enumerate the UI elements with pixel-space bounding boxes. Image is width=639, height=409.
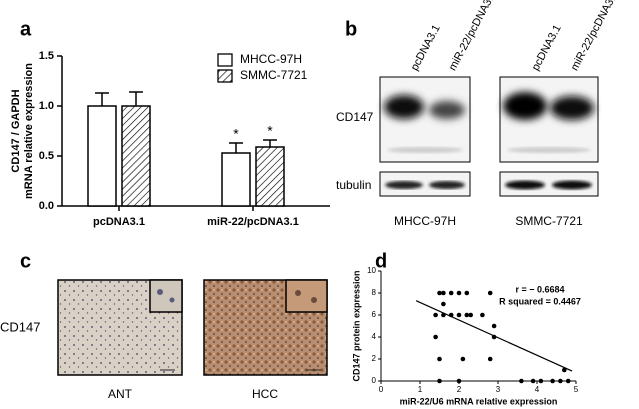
y-tick-label: 0.5 (39, 150, 54, 162)
lane-label: pcDNA3.1 (409, 23, 443, 73)
point (519, 378, 524, 384)
x-tick-label: pcDNA3.1 (93, 216, 145, 228)
lane-label: miR-22/pcDNA3.1 (447, 0, 499, 73)
y-axis-label: CD147 protein expression (351, 270, 361, 381)
image-label: HCC (252, 387, 278, 401)
x-tick-label: miR-22/pcDNA3.1 (207, 216, 299, 228)
point (558, 378, 563, 384)
point (565, 378, 571, 384)
point (530, 378, 536, 384)
point (433, 334, 438, 340)
y-tick-label: 4 (372, 332, 377, 341)
point (437, 378, 442, 384)
legend-label: SMMC-7721 (240, 68, 308, 82)
lane-label: pcDNA3.1 (530, 23, 564, 73)
x-tick-label: 2 (457, 385, 462, 394)
x-axis-label: miR-22/U6 mRNA relative expression (400, 396, 558, 406)
y-tick-label: 1.5 (39, 50, 54, 62)
micrograph (203, 279, 328, 376)
row-label: CD147 (0, 319, 40, 334)
point (448, 290, 454, 296)
annotation: R squared = 0.4467 (499, 296, 581, 306)
point (456, 290, 462, 296)
y-tick-label: 0.0 (39, 200, 54, 212)
panel-label: d (375, 250, 387, 272)
point (456, 378, 462, 384)
row-label: CD147 (336, 110, 374, 124)
panel-label: a (20, 18, 32, 40)
annotation: r = − 0.6684 (515, 284, 564, 294)
x-tick-label: 4 (535, 385, 540, 394)
lane-label: miR-22/pcDNA3.1 (569, 0, 621, 73)
x-tick-label: 1 (418, 385, 423, 394)
group-label: SMMC-7721 (515, 214, 583, 228)
image-label: ANT (108, 387, 133, 401)
group-label: MHCC-97H (394, 214, 456, 228)
y-tick-label: 1.0 (39, 100, 54, 112)
bar (221, 152, 251, 207)
point (464, 312, 470, 318)
significance: * (267, 123, 273, 139)
point (460, 356, 466, 362)
panel-label: c (20, 250, 31, 272)
y-tick-label: 10 (367, 266, 376, 275)
x-tick-label: 0 (379, 385, 384, 394)
y-tick-label: 6 (372, 310, 377, 319)
y-axis-label: CD147 / GAPDH (10, 89, 22, 172)
point (550, 378, 555, 384)
x-tick-label: 3 (496, 385, 501, 394)
significance: * (233, 126, 239, 142)
bar (255, 146, 285, 207)
legend-swatch (217, 69, 233, 83)
point (441, 301, 446, 307)
point (491, 323, 497, 329)
row-label: tubulin (336, 178, 371, 192)
point (487, 290, 493, 296)
y-tick-label: 0 (372, 376, 377, 385)
point (562, 367, 567, 373)
point (441, 290, 446, 296)
bar (121, 105, 151, 207)
x-tick-label: 5 (574, 385, 579, 394)
point (437, 356, 442, 362)
y-tick-label: 2 (372, 354, 377, 363)
point (433, 312, 438, 318)
legend-label: MHCC-97H (240, 52, 302, 66)
point (538, 378, 544, 384)
point (464, 290, 470, 296)
y-axis-label: mRNA relative expression (23, 63, 35, 199)
panel-label: b (345, 18, 357, 40)
micrograph (57, 279, 183, 376)
point (456, 312, 462, 318)
blot (379, 76, 599, 197)
fit-line (415, 300, 573, 372)
y-tick-label: 8 (372, 288, 377, 297)
point (487, 356, 493, 362)
bar (87, 105, 117, 207)
point (480, 312, 485, 318)
point (437, 290, 442, 296)
point (468, 312, 474, 318)
legend-swatch (217, 53, 233, 67)
